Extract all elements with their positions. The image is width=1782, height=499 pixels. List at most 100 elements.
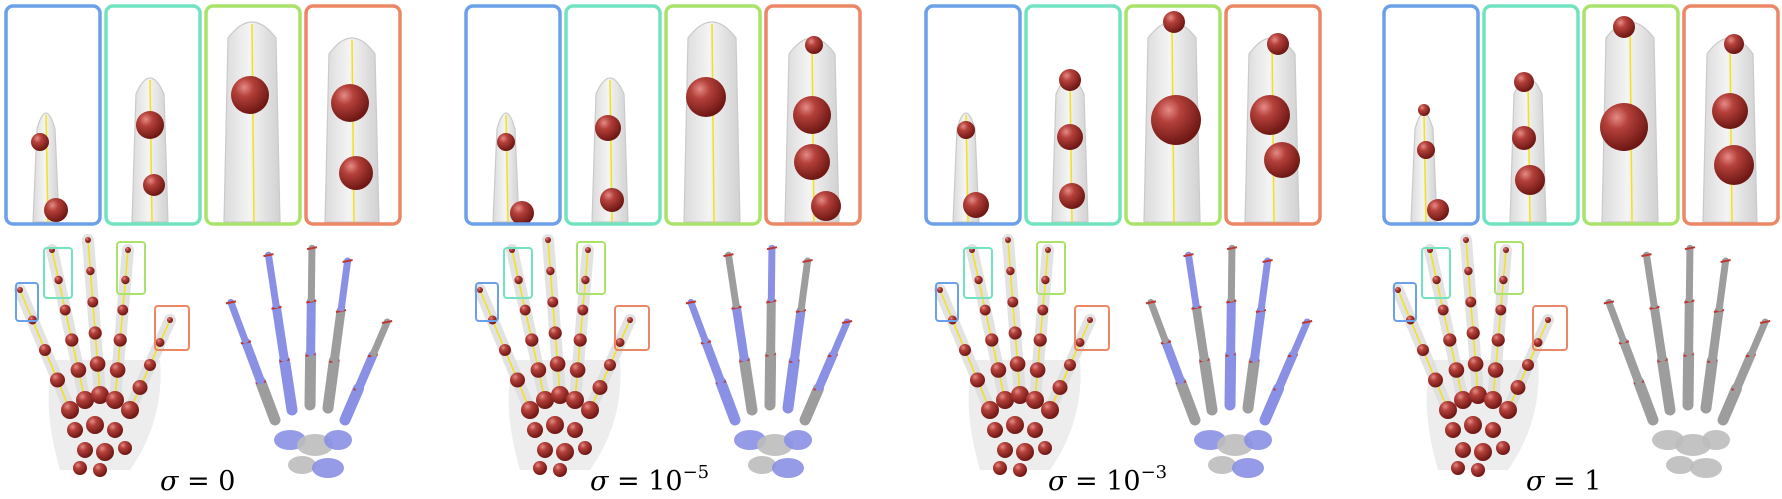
medial-sphere xyxy=(96,443,114,461)
medial-sphere xyxy=(551,386,569,404)
medial-sphere xyxy=(556,443,574,461)
zoom-frame-border xyxy=(1382,4,1480,226)
zoom-region-box xyxy=(1393,282,1417,322)
medial-sphere xyxy=(1484,391,1502,409)
medial-sphere xyxy=(39,344,51,356)
medial-sphere xyxy=(985,333,999,347)
medial-sphere xyxy=(990,362,1007,378)
hand-bone-mesh xyxy=(685,244,853,478)
medial-sphere xyxy=(530,362,547,378)
zoom-frame-border xyxy=(1224,4,1322,226)
medial-sphere xyxy=(1445,422,1461,438)
medial-sphere xyxy=(1469,386,1487,404)
carpal-bone xyxy=(772,458,804,478)
zoom-frame xyxy=(664,4,762,226)
medial-sphere xyxy=(497,133,515,151)
bone-segment xyxy=(1649,303,1667,362)
medial-sphere xyxy=(1006,416,1024,434)
medial-sphere xyxy=(1264,142,1300,178)
skeleton-line xyxy=(351,39,355,223)
medial-sphere xyxy=(547,296,559,308)
medial-sphere xyxy=(1437,304,1449,316)
bone-segment xyxy=(1198,354,1218,416)
medial-sphere xyxy=(514,275,523,285)
bone-segment xyxy=(307,244,316,302)
highlighted-bone-segment xyxy=(687,298,709,344)
medial-sphere xyxy=(1496,441,1510,455)
medial-sphere xyxy=(974,275,983,285)
carpal-bone xyxy=(312,458,344,478)
medial-sphere xyxy=(1455,442,1471,458)
medial-sphere xyxy=(1052,380,1068,395)
bone-segment xyxy=(255,376,281,426)
zoom-region-box xyxy=(576,241,606,295)
hand-bone-mesh xyxy=(225,244,393,478)
hand-sphere-skeleton xyxy=(1392,234,1568,477)
joint-marker xyxy=(1603,300,1615,305)
medial-sphere xyxy=(592,380,608,395)
medial-sphere xyxy=(1515,165,1545,195)
highlighted-bone-segment xyxy=(1290,318,1311,357)
carpal-bone xyxy=(1217,434,1253,456)
bone-segment xyxy=(1633,376,1659,426)
zoom-region-box xyxy=(935,282,959,322)
medial-sphere xyxy=(89,356,106,372)
zoom-region-box xyxy=(963,247,993,299)
skeleton-line xyxy=(149,79,153,223)
medial-sphere xyxy=(1013,463,1027,477)
zoom-frame xyxy=(1582,4,1680,226)
medial-sphere xyxy=(31,133,49,151)
highlighted-bone-segment xyxy=(701,337,725,385)
bone-segment xyxy=(738,354,758,416)
medial-sphere xyxy=(970,372,985,388)
medial-sphere xyxy=(87,296,99,308)
zoom-frame xyxy=(204,4,302,226)
medial-sphere xyxy=(533,461,547,475)
zoom-frame-border xyxy=(664,4,762,226)
medial-sphere xyxy=(167,317,173,323)
zoom-frame-border xyxy=(1682,4,1780,226)
medial-sphere xyxy=(569,362,586,378)
zoom-frame xyxy=(1224,4,1322,226)
finger-surface xyxy=(683,21,741,223)
medial-sphere xyxy=(91,386,109,404)
medial-sphere xyxy=(1041,275,1050,285)
medial-sphere xyxy=(1005,237,1011,243)
carpal-bone xyxy=(748,456,776,474)
bone-segment xyxy=(322,355,340,414)
zoom-frame-border xyxy=(4,4,102,226)
medial-sphere xyxy=(567,422,583,438)
zoom-frame xyxy=(564,4,662,226)
zoom-frame-border xyxy=(464,4,562,226)
zoom-region-box xyxy=(154,305,190,351)
medial-sphere xyxy=(121,401,139,419)
bone-segment xyxy=(1147,298,1169,344)
highlighted-bone-segment xyxy=(790,306,806,363)
sigma-value: 0 xyxy=(218,466,235,497)
carpal-bone xyxy=(297,434,333,456)
bone-segment xyxy=(370,318,391,357)
bone-segment xyxy=(766,297,776,357)
medial-sphere xyxy=(107,422,123,438)
medial-sphere xyxy=(997,442,1013,458)
bone-segment xyxy=(1715,257,1730,312)
finger-surface xyxy=(591,77,629,223)
zoom-frame-border xyxy=(1024,4,1122,226)
medial-sphere xyxy=(1499,275,1508,285)
zoom-frame xyxy=(1482,4,1580,226)
skeleton-line xyxy=(1423,114,1427,223)
medial-sphere xyxy=(1448,362,1465,378)
medial-sphere xyxy=(546,416,564,434)
medial-sphere xyxy=(1466,326,1480,340)
medial-sphere xyxy=(1267,33,1289,55)
carpal-bone xyxy=(1208,456,1236,474)
medial-sphere xyxy=(1613,16,1635,38)
medial-sphere xyxy=(519,304,531,316)
medial-sphere xyxy=(937,287,943,293)
medial-sphere xyxy=(510,201,534,225)
highlighted-bone-segment xyxy=(1184,251,1200,309)
medial-sphere xyxy=(132,380,148,395)
medial-sphere xyxy=(1439,401,1457,419)
medial-sphere xyxy=(70,362,87,378)
